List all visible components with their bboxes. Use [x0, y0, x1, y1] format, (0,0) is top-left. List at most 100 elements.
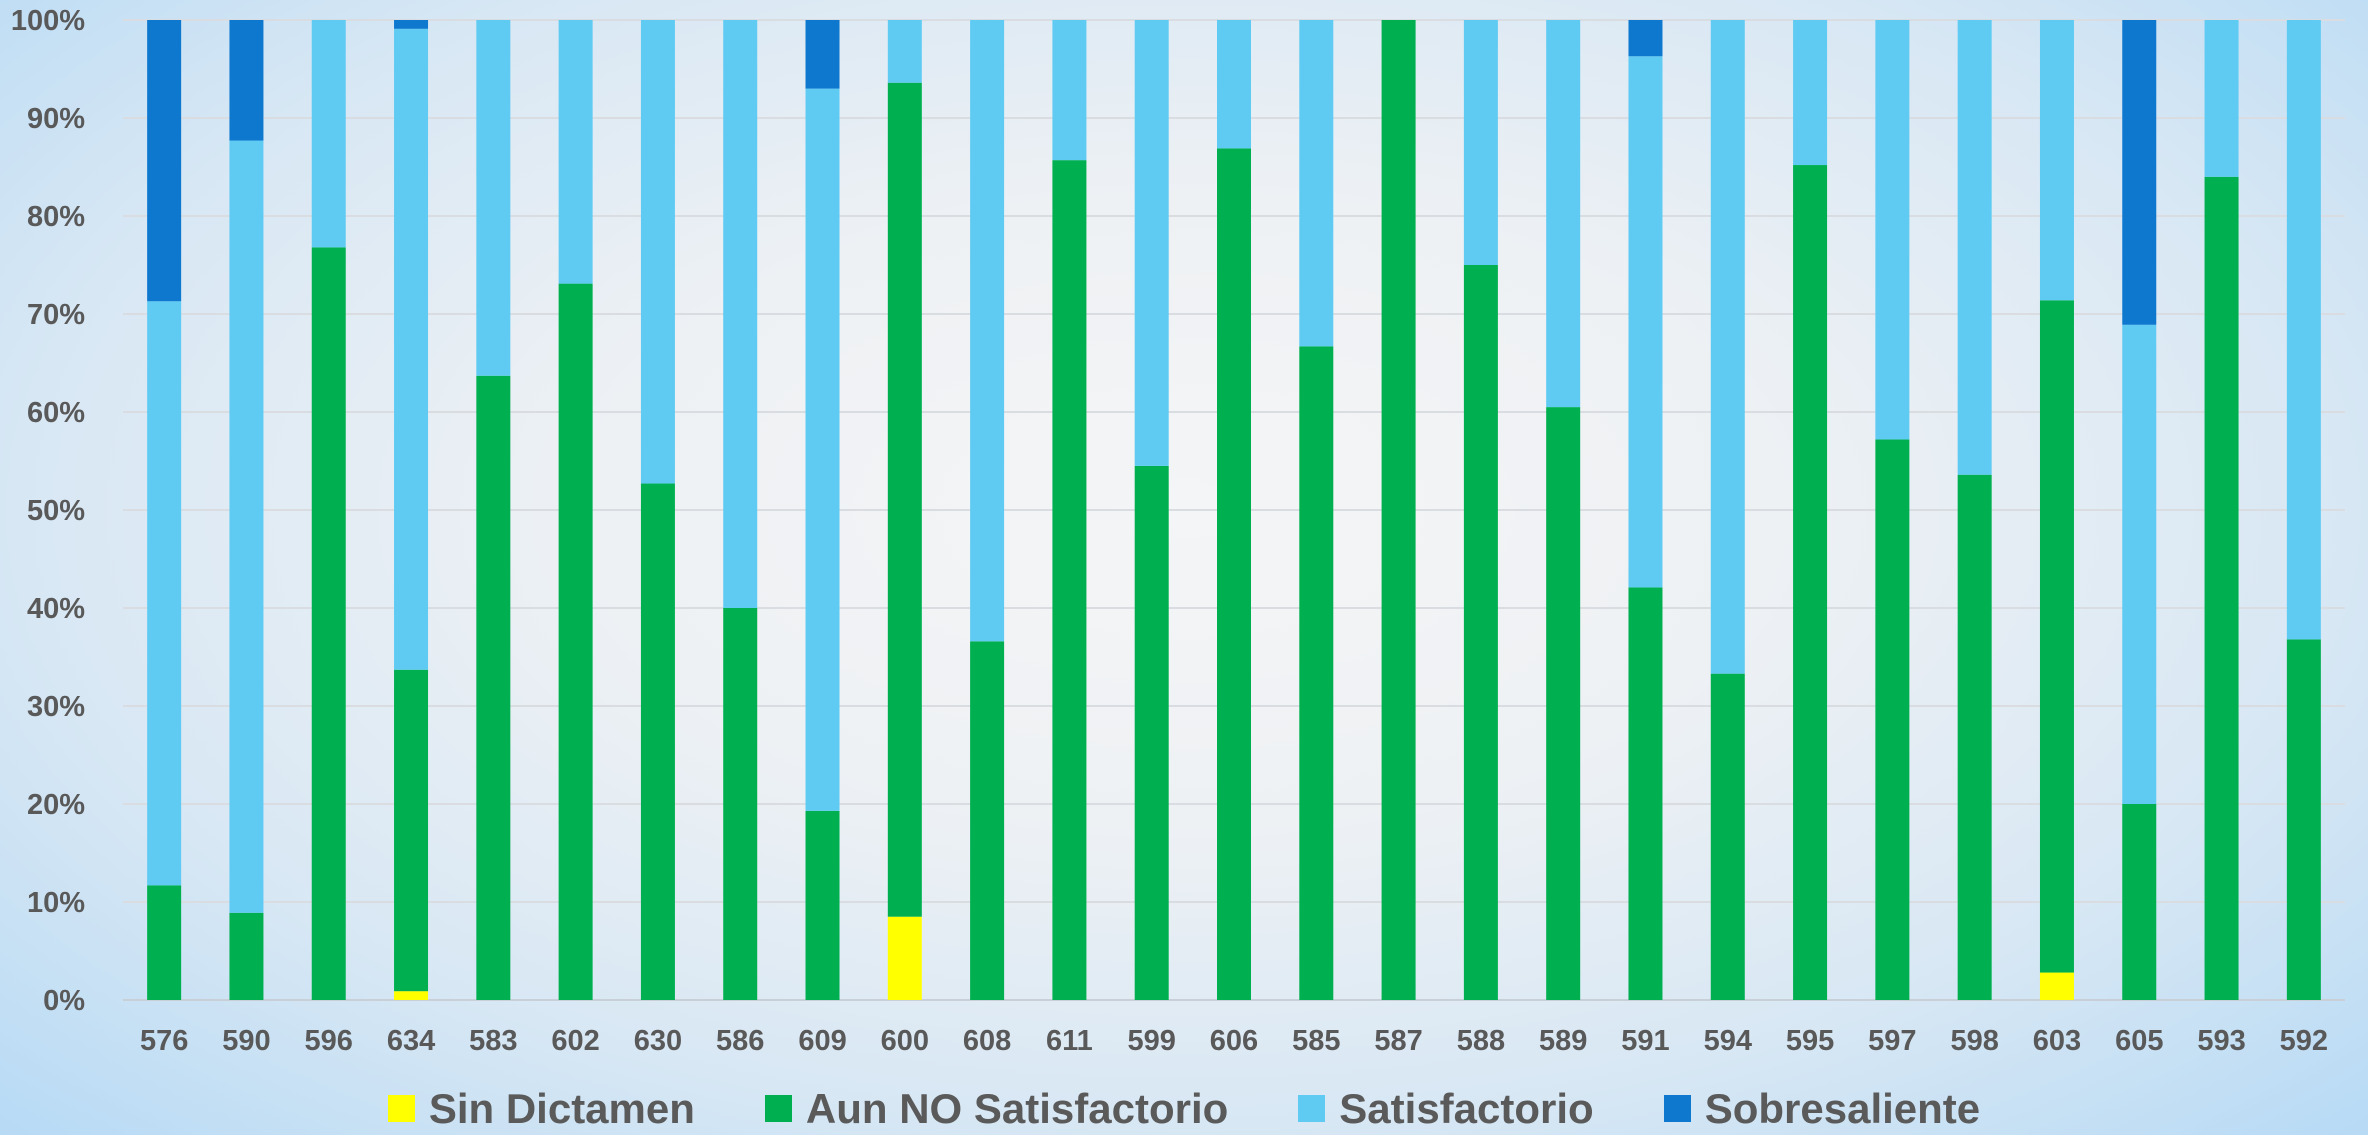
bar-segment-sobresaliente: [394, 20, 429, 29]
legend-label: Aun NO Satisfactorio: [805, 1084, 1229, 1132]
y-tick-label: 30%: [27, 691, 85, 723]
bar-segment-satisfactorio: [2122, 324, 2157, 804]
bar-segment-satisfactorio: [1463, 20, 1498, 265]
y-tick-label: 100%: [11, 5, 85, 37]
bar-segment-aun-no-satisfactorio: [2286, 639, 2321, 1000]
bar-segment-satisfactorio: [1875, 20, 1910, 440]
bar-segment-satisfactorio: [394, 28, 429, 670]
legend-swatch: [1298, 1095, 1326, 1122]
bar-segment-aun-no-satisfactorio: [723, 608, 758, 1000]
legend-label: Satisfactorio: [1339, 1084, 1594, 1132]
bar-segment-aun-no-satisfactorio: [2039, 300, 2074, 973]
bar-segment-aun-no-satisfactorio: [1052, 160, 1087, 1000]
bar-segment-satisfactorio: [147, 301, 182, 886]
x-tick-label: 595: [1786, 1025, 1834, 1057]
bar-segment-satisfactorio: [1710, 20, 1745, 674]
bar-segment-satisfactorio: [640, 20, 675, 484]
bar-segment-aun-no-satisfactorio: [1463, 265, 1498, 1000]
x-tick-label: 597: [1868, 1025, 1916, 1057]
bar-segment-aun-no-satisfactorio: [805, 810, 840, 1000]
x-tick-label: 608: [963, 1025, 1011, 1057]
bar-segment-sobresaliente: [805, 20, 840, 89]
bar-segment-satisfactorio: [723, 20, 758, 608]
bar-segment-satisfactorio: [558, 20, 593, 284]
bar-segment-aun-no-satisfactorio: [1299, 346, 1334, 1001]
y-tick-label: 70%: [27, 299, 85, 331]
legend-swatch: [1663, 1095, 1691, 1122]
bar-segment-aun-no-satisfactorio: [887, 82, 922, 917]
bar-segment-aun-no-satisfactorio: [1134, 465, 1169, 1000]
bar-segment-aun-no-satisfactorio: [970, 641, 1005, 1000]
bar-segment-satisfactorio: [1793, 20, 1828, 166]
bar-segment-satisfactorio: [2204, 20, 2239, 177]
x-tick-label: 576: [140, 1025, 188, 1057]
x-tick-label: 586: [716, 1025, 764, 1057]
y-tick-label: 20%: [27, 789, 85, 821]
x-tick-label: 589: [1539, 1025, 1587, 1057]
bar-segment-aun-no-satisfactorio: [476, 375, 511, 1000]
bar-segment-aun-no-satisfactorio: [558, 283, 593, 1000]
bar-segment-aun-no-satisfactorio: [1957, 474, 1992, 1001]
x-tick-label: 593: [2197, 1025, 2245, 1057]
bar-segment-sobresaliente: [229, 20, 264, 141]
bar-segment-aun-no-satisfactorio: [1217, 148, 1251, 1000]
bar-segment-aun-no-satisfactorio: [2122, 804, 2157, 1000]
bar-segment-satisfactorio: [805, 88, 840, 811]
bar-segment-aun-no-satisfactorio: [229, 912, 264, 1000]
y-tick-label: 90%: [27, 103, 85, 135]
bar-segment-sobresaliente: [1628, 20, 1663, 57]
legend-label: Sobresaliente: [1704, 1084, 1981, 1132]
bar-segment-aun-no-satisfactorio: [2204, 176, 2239, 1001]
bar-segment-aun-no-satisfactorio: [1875, 439, 1910, 1000]
chart-plot-area: 0% 10% 20% 30% 40% 50% 60% 70% 80% 90% 100% 576 590 5…: [11, 5, 2345, 1057]
bar-segment-satisfactorio: [1052, 20, 1087, 161]
y-tick-label: 10%: [27, 887, 85, 919]
x-tick-label: 599: [1128, 1025, 1176, 1057]
x-tick-label: 585: [1292, 1025, 1340, 1057]
bar-segment-satisfactorio: [970, 20, 1005, 642]
bar-segment-sobresaliente: [2122, 20, 2157, 325]
x-tick-label: 611: [1046, 1025, 1093, 1057]
legend-item: Sin Dictamen: [387, 1085, 695, 1133]
x-tick-label: 587: [1374, 1025, 1422, 1057]
bar-segment-satisfactorio: [1546, 20, 1581, 408]
bar-segment-satisfactorio: [1957, 20, 1992, 475]
legend-item: Sobresaliente: [1663, 1084, 1981, 1133]
y-tick-label: 40%: [27, 593, 85, 625]
y-tick-label: 0%: [43, 985, 85, 1017]
bar-segment-satisfactorio: [1628, 56, 1663, 588]
legend-swatch: [387, 1095, 415, 1122]
x-tick-label: 600: [881, 1025, 929, 1057]
bar-segment-aun-no-satisfactorio: [1381, 20, 1416, 1000]
x-tick-label: 588: [1457, 1025, 1505, 1057]
bar-segment-satisfactorio: [229, 140, 264, 913]
bar-segment-sobresaliente: [147, 20, 182, 302]
bar-segment-satisfactorio: [311, 20, 346, 248]
legend-item: Aun NO Satisfactorio: [764, 1084, 1229, 1133]
x-tick-label: 634: [387, 1025, 435, 1057]
bar-segment-satisfactorio: [887, 20, 922, 83]
y-tick-label: 80%: [27, 201, 85, 233]
bar-segment-aun-no-satisfactorio: [394, 669, 429, 992]
y-tick-label: 60%: [27, 397, 85, 429]
legend-swatch: [764, 1095, 792, 1122]
y-tick-label: 50%: [27, 495, 85, 527]
bar-segment-aun-no-satisfactorio: [147, 885, 182, 1000]
x-tick-label: 609: [798, 1025, 846, 1057]
x-tick-label: 590: [222, 1025, 270, 1057]
bar-segment-aun-no-satisfactorio: [1710, 673, 1745, 1000]
x-tick-label: 606: [1210, 1025, 1258, 1057]
x-tick-label: 630: [634, 1025, 682, 1057]
bar-segment-satisfactorio: [2286, 20, 2321, 640]
bar-segment-aun-no-satisfactorio: [1793, 165, 1828, 1001]
chart-legend: Sin Dictamen Aun NO Satisfactorio Satisfac…: [0, 1082, 2368, 1135]
x-tick-label: 603: [2033, 1025, 2081, 1057]
bar-segment-aun-no-satisfactorio: [1546, 407, 1581, 1001]
bar-segment-satisfactorio: [1134, 20, 1169, 466]
bar-segment-satisfactorio: [1299, 20, 1334, 347]
x-tick-label: 591: [1621, 1025, 1669, 1057]
bar-segment-aun-no-satisfactorio: [1628, 587, 1663, 1000]
bar-segment-satisfactorio: [2039, 20, 2074, 301]
x-tick-label: 602: [551, 1025, 599, 1057]
